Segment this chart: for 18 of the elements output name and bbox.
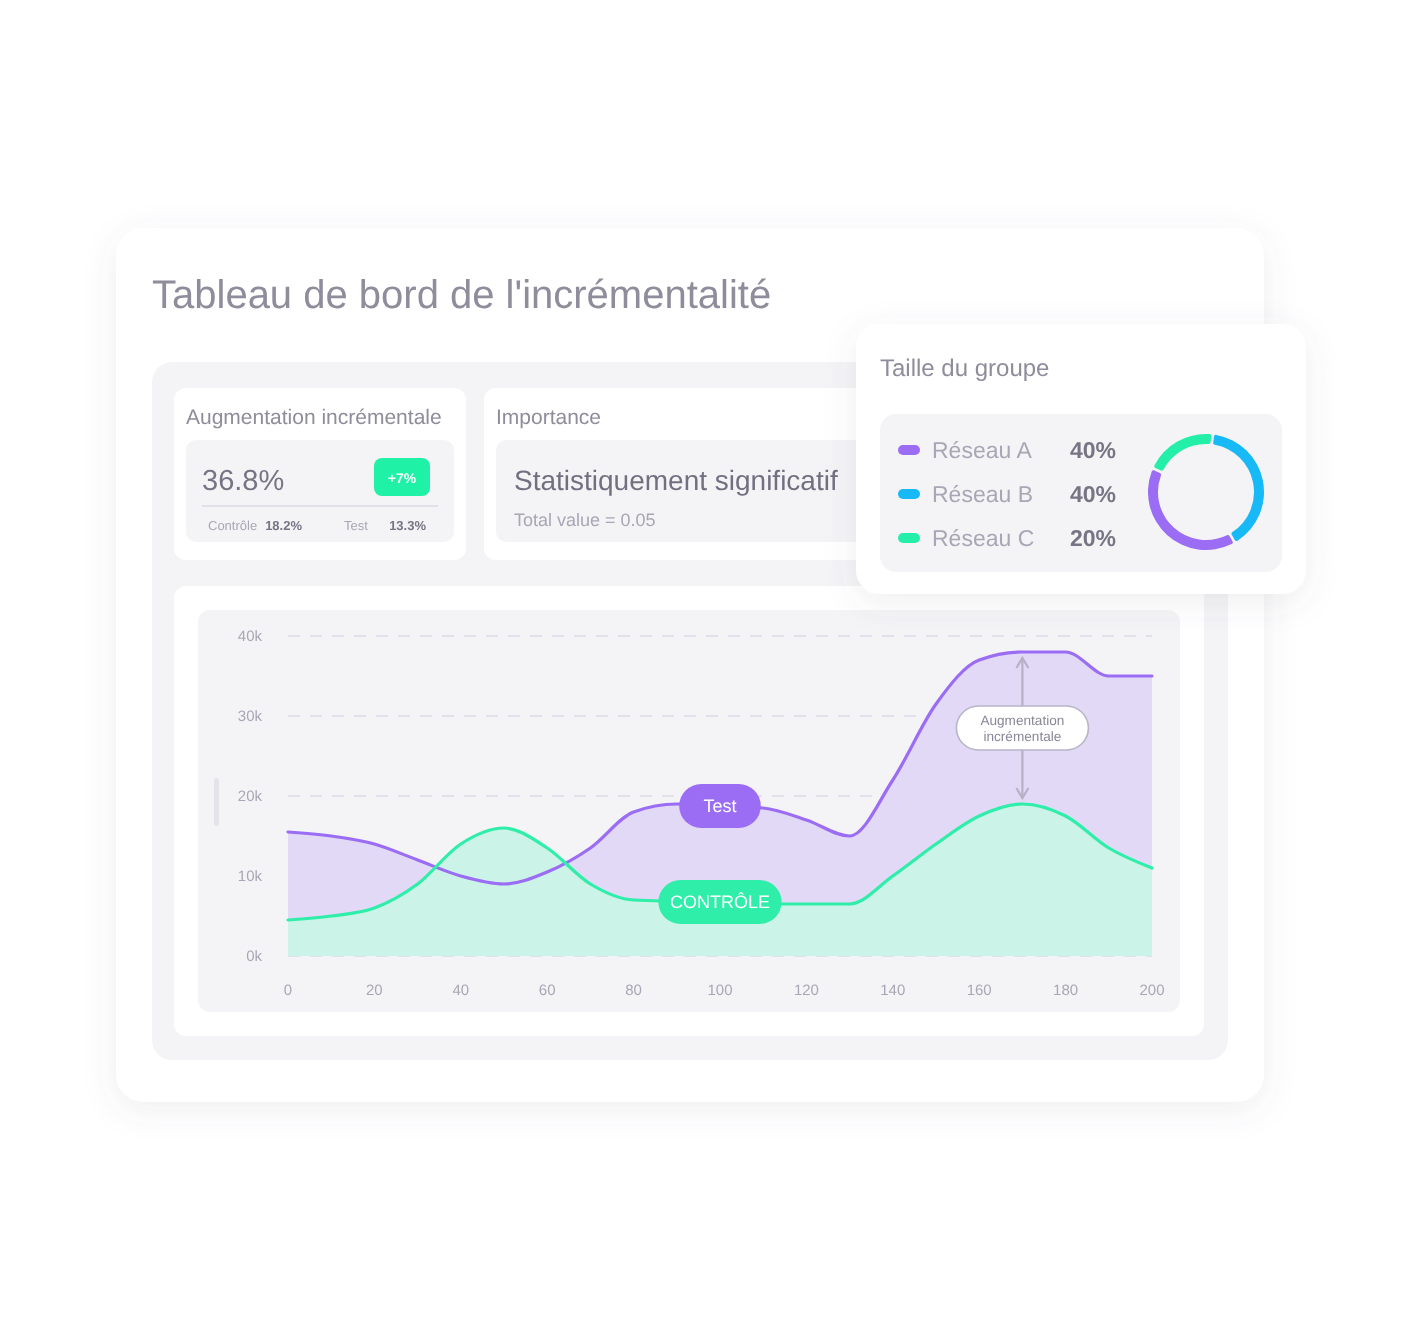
donut-slice — [1148, 470, 1233, 550]
series-label: Test — [703, 796, 738, 817]
legend-label: Réseau B — [932, 484, 1034, 508]
data-label: 40% — [1070, 484, 1117, 508]
donut-slice — [1154, 434, 1212, 471]
data-label: 40% — [1070, 440, 1117, 464]
legend-label: Réseau C — [932, 528, 1035, 552]
series-label: CONTRÔLE — [669, 892, 771, 913]
text: Statistiquement significatif — [514, 464, 838, 496]
legend-label: Réseau A — [932, 440, 1033, 464]
text: Tableau de bord de l'incrémentalité — [152, 274, 772, 318]
donut-slice — [1213, 434, 1264, 541]
text: Importance — [496, 406, 602, 430]
data-label: 20% — [1070, 528, 1117, 552]
text: 36.8% — [202, 466, 285, 498]
chart-title: Taille du groupe — [880, 354, 1051, 382]
text: Total value = 0.05 — [514, 510, 656, 530]
text: Augmentation incrémentale — [186, 406, 442, 430]
